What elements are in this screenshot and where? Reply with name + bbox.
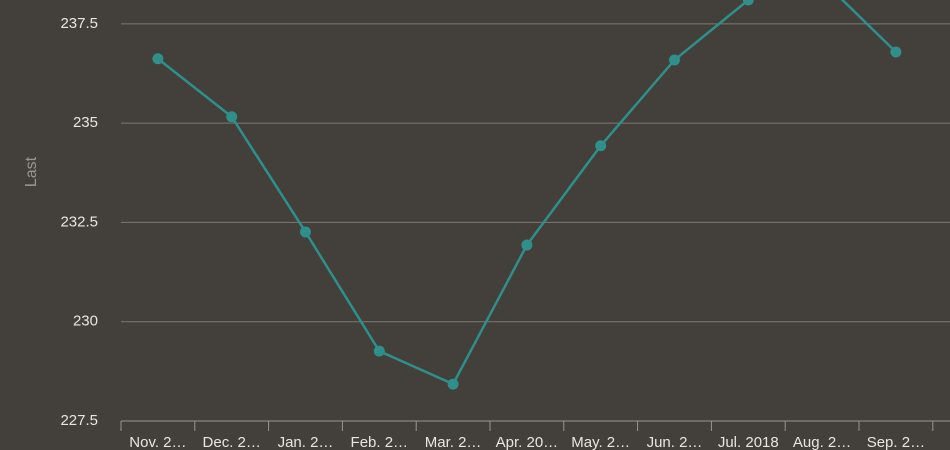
x-tick-label: Apr. 20…	[496, 434, 559, 450]
x-tick-label: May. 2…	[571, 434, 630, 450]
x-tick-label: Jul. 2018	[718, 434, 779, 450]
data-point	[226, 111, 238, 123]
y-tick-label: 237.5	[60, 15, 98, 32]
y-tick-label: 232.5	[60, 213, 98, 230]
x-tick-label: Nov. 2…	[129, 434, 186, 450]
data-point	[152, 53, 164, 65]
y-tick-label: 227.5	[60, 412, 98, 429]
data-point	[669, 54, 680, 66]
y-axis-label: Last	[23, 156, 40, 187]
y-tick-label: 235	[73, 114, 98, 131]
y-tick-label: 230	[73, 313, 98, 330]
x-tick-label: Jan. 2…	[278, 434, 334, 450]
x-tick-label: Aug. 2…	[793, 434, 851, 450]
x-tick-label: Sep. 2…	[867, 434, 925, 450]
x-tick-label: Dec. 2…	[203, 434, 261, 450]
data-point	[521, 239, 533, 251]
data-point	[595, 140, 607, 152]
data-point	[742, 0, 754, 6]
data-point	[373, 345, 385, 357]
data-point	[300, 226, 311, 238]
data-point	[890, 46, 902, 58]
x-tick-label: Feb. 2…	[351, 434, 409, 450]
x-tick-label: Jun. 2…	[647, 434, 703, 450]
x-tick-label: Mar. 2…	[425, 434, 482, 450]
data-point	[447, 378, 459, 390]
